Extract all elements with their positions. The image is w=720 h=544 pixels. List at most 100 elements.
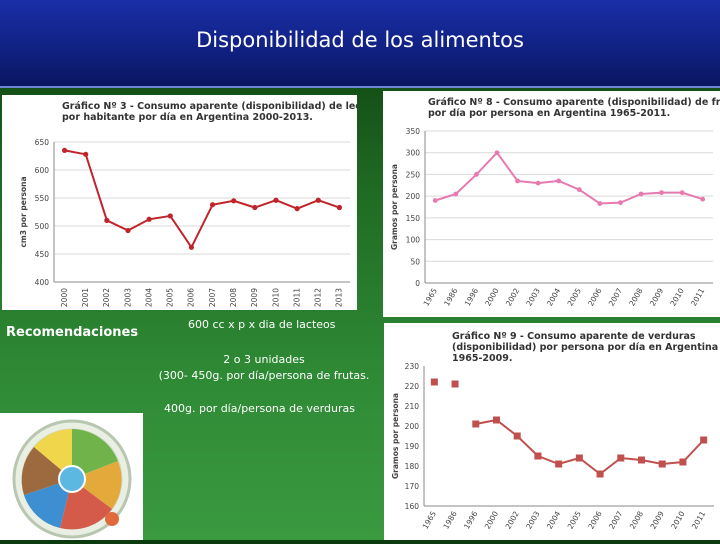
data-point (83, 151, 89, 157)
data-point (679, 190, 685, 196)
recommendation-fruit-grams: (300- 450g. por día/persona de frutas. (158, 369, 370, 382)
data-point (700, 196, 706, 202)
x-tick-label: 1986 (441, 509, 458, 530)
y-tick-label: 0 (415, 279, 420, 288)
x-tick-label: 1996 (462, 509, 479, 530)
data-point (638, 191, 644, 197)
y-tick-label: 600 (35, 166, 50, 175)
data-point (472, 420, 480, 428)
x-tick-label: 2005 (566, 286, 583, 307)
y-axis-label: cm3 por persona (19, 176, 28, 247)
y-tick-label: 160 (405, 502, 420, 511)
recommendation-vegetables: 400g. por día/persona de verduras (164, 402, 355, 415)
x-tick-label: 2010 (271, 288, 280, 307)
fruit-chart: Gráfico Nº 8 - Consumo aparente (disponi… (390, 97, 720, 308)
data-point (125, 227, 131, 234)
data-point (535, 180, 541, 186)
y-tick-label: 220 (405, 382, 420, 391)
x-tick-label: 2009 (250, 288, 259, 307)
x-tick-label: 2007 (607, 509, 624, 530)
data-point (596, 470, 604, 478)
y-tick-label: 50 (410, 257, 420, 266)
y-tick-label: 180 (405, 462, 420, 471)
x-tick-label: 2006 (586, 286, 603, 307)
chart-title: Gráfico Nº 9 - Consumo aparente de verdu… (452, 331, 718, 364)
data-point (336, 204, 343, 211)
data-point (209, 202, 216, 208)
data-point (453, 191, 459, 197)
x-tick-label: 2000 (483, 509, 500, 530)
data-point (294, 206, 300, 212)
x-tick-label: 2008 (627, 286, 644, 307)
x-tick-label: 2012 (314, 288, 323, 307)
data-point (61, 147, 68, 153)
y-axis-label: Gramos por persona (391, 393, 400, 479)
x-tick-label: 2000 (60, 288, 69, 307)
x-tick-label: 2002 (504, 286, 521, 307)
data-point (534, 452, 542, 460)
data-point (252, 204, 258, 211)
x-tick-label: 1986 (442, 286, 459, 307)
x-tick-label: 2008 (229, 288, 238, 307)
y-tick-label: 100 (406, 236, 421, 245)
x-tick-label: 2005 (566, 509, 583, 530)
y-tick-label: 400 (35, 278, 50, 287)
data-point (474, 172, 479, 177)
series-line (434, 151, 704, 205)
x-tick-label: 2006 (586, 509, 603, 530)
data-point (432, 198, 438, 203)
x-tick-label: 2004 (144, 288, 153, 307)
data-point (576, 187, 582, 193)
y-tick-label: 170 (405, 482, 420, 491)
y-tick-label: 450 (35, 250, 50, 259)
data-point (556, 178, 562, 184)
data-point (430, 378, 438, 386)
x-tick-label: 2007 (208, 288, 217, 307)
x-tick-label: 2003 (524, 509, 541, 530)
food-plate-icon (12, 419, 132, 539)
x-tick-label: 2011 (690, 509, 707, 530)
x-tick-label: 2003 (524, 286, 541, 307)
data-point (273, 197, 279, 203)
y-tick-label: 650 (35, 138, 50, 147)
data-point (451, 380, 459, 388)
y-tick-label: 300 (406, 149, 421, 158)
fruit-chart-panel: Gráfico Nº 8 - Consumo aparente (disponi… (383, 91, 720, 317)
recommendation-fruit-units: 2 o 3 unidades (223, 353, 305, 366)
recommendation-fruit: 2 o 3 unidades (300- 450g. por día/perso… (150, 352, 378, 384)
y-tick-label: 150 (406, 214, 421, 223)
data-point (513, 432, 521, 440)
milk-chart-panel: Gráfico Nº 3 - Consumo aparente (disponi… (2, 95, 357, 310)
data-point (167, 213, 173, 219)
data-point (555, 460, 563, 468)
recommendations-label: Recomendaciones (6, 325, 139, 340)
x-tick-label: 2004 (545, 509, 562, 530)
x-tick-label: 2008 (628, 509, 645, 530)
series-line (475, 418, 705, 476)
data-point (515, 178, 520, 184)
data-point (494, 150, 500, 156)
chart-title: Gráfico Nº 8 - Consumo aparente (disponi… (428, 97, 720, 119)
data-point (231, 198, 237, 204)
x-tick-label: 2010 (669, 509, 686, 530)
y-tick-label: 190 (405, 442, 420, 451)
x-tick-label: 2011 (689, 286, 706, 307)
data-point (659, 190, 664, 196)
x-tick-label: 2009 (648, 286, 665, 307)
recommendation-dairy: 600 cc x p x dia de lacteos (188, 318, 336, 331)
x-tick-label: 2010 (668, 286, 685, 307)
y-tick-label: 200 (406, 192, 421, 201)
x-tick-label: 1996 (463, 286, 480, 307)
x-tick-label: 2002 (102, 288, 111, 307)
y-tick-label: 500 (35, 222, 50, 231)
x-tick-label: 2013 (335, 288, 344, 307)
chart-title: Gráfico Nº 3 - Consumo aparente (disponi… (62, 101, 357, 123)
data-point (104, 217, 110, 223)
y-axis-label: Gramos por persona (390, 164, 399, 250)
data-point (658, 460, 666, 468)
y-tick-label: 250 (406, 170, 421, 179)
y-tick-label: 210 (405, 402, 420, 411)
x-tick-label: 2007 (607, 286, 624, 307)
x-tick-label: 2006 (187, 288, 196, 307)
vegetable-chart-panel: Gráfico Nº 9 - Consumo aparente de verdu… (384, 323, 720, 540)
